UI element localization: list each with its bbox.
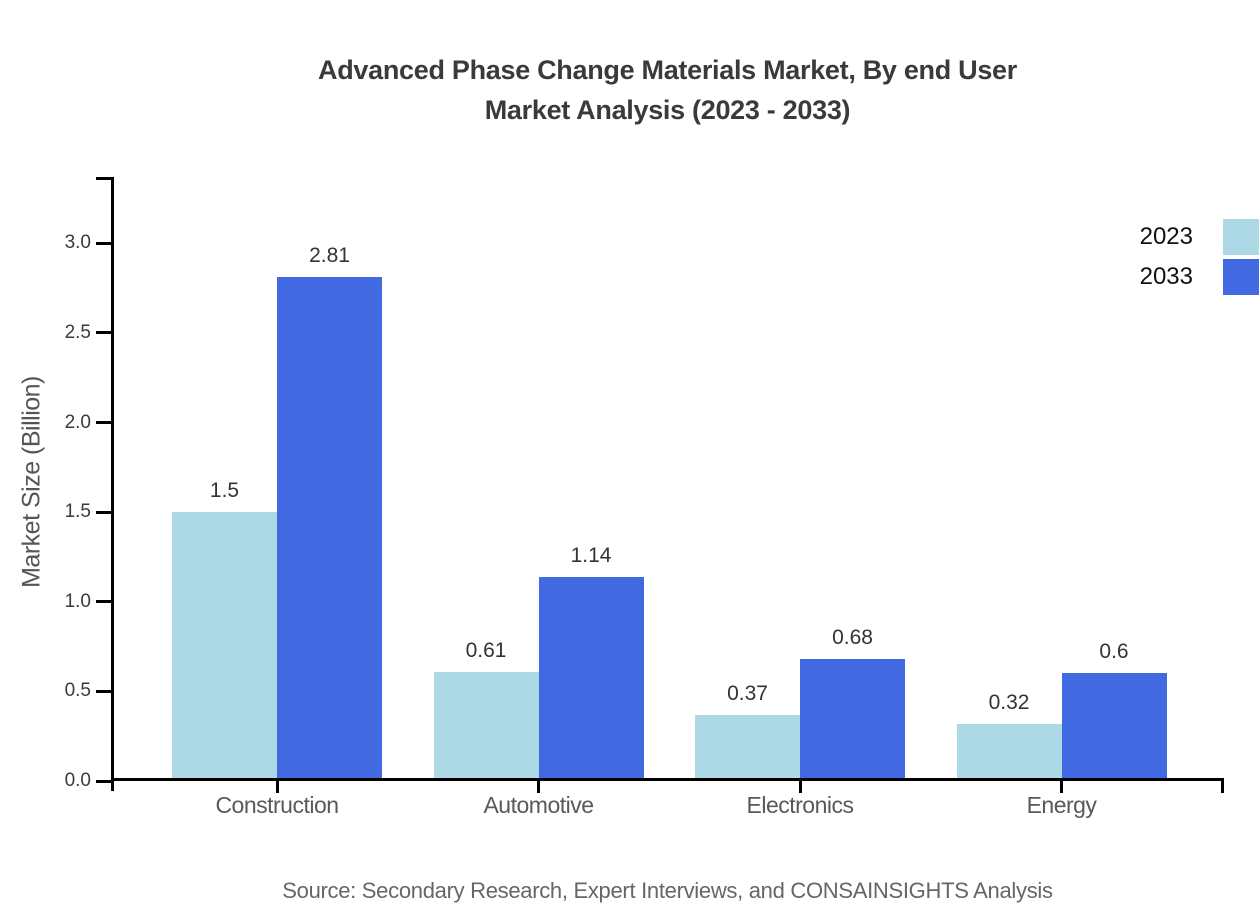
plot-area: 0.0 0.5 1.0 1.5 2.0 2.5 3.0 1.5 2.81 Construction… [65,177,1224,818]
y-tick-label: 0.0 [64,770,91,791]
y-tick [96,510,111,514]
y-tick-label: 3.0 [64,232,91,254]
chart-title-line1: Advanced Phase Change Materials Market, … [318,55,1017,85]
x-tick [798,781,802,793]
legend-swatch-2033 [1223,259,1259,295]
y-tick [96,779,111,783]
x-category-label-construction: Construction [215,792,339,818]
bar-2033-energy [1061,673,1167,781]
y-axis-cap-tick [96,177,111,180]
y-axis-title: Market Size (Billion) [17,376,46,588]
bar-value-label: 1.14 [570,543,612,567]
bar-2033-electronics [800,659,905,781]
y-tick [96,331,111,335]
chart-title-line2: Market Analysis (2023 - 2033) [484,95,851,125]
legend-swatch-2023 [1223,219,1259,255]
bar-value-label: 0.37 [727,681,768,705]
y-tick-label: 2.0 [64,411,91,433]
bar-2023-construction [172,512,277,781]
bar-value-label: 0.61 [465,638,507,662]
legend-row-2023: 2023 [1140,219,1259,255]
bar-value-label: 0.32 [988,690,1030,714]
x-axis-spine [111,778,1224,781]
bar-2023-automotive [433,671,539,781]
x-tick [1060,781,1063,793]
x-axis-cap-tick [1221,778,1224,793]
legend-label-2023: 2023 [1139,223,1193,250]
legend-label-2033: 2033 [1139,263,1193,290]
legend-row-2033: 2033 [1140,259,1259,295]
y-axis-spine [111,177,114,791]
y-tick [96,241,111,245]
source-text: Source: Secondary Research, Expert Inter… [282,878,1053,903]
y-tick-label: 2.5 [64,321,91,343]
x-tick [275,781,279,793]
bar-2023-energy [956,723,1062,781]
y-tick [96,689,111,693]
chart-title: Advanced Phase Change Materials Market, … [113,50,1222,130]
x-category-label-electronics: Electronics [746,792,854,818]
x-category-label-energy: Energy [1026,792,1097,818]
x-tick [537,781,540,793]
y-tick-label: 1.0 [64,590,91,612]
bar-value-label: 1.5 [209,479,240,503]
y-tick [96,421,111,425]
bar-2033-automotive [538,576,644,781]
bar-2033-construction [277,277,382,781]
y-tick [96,600,111,604]
y-tick-label: 1.5 [64,501,91,523]
bar-value-label: 0.6 [1099,640,1129,664]
y-tick-label: 0.5 [64,680,91,702]
bar-value-label: 0.68 [832,626,873,650]
bar-value-label: 2.81 [309,244,350,268]
legend: 2023 2033 [1140,219,1259,295]
x-category-label-automotive: Automotive [483,792,594,818]
bar-2023-electronics [695,714,800,781]
